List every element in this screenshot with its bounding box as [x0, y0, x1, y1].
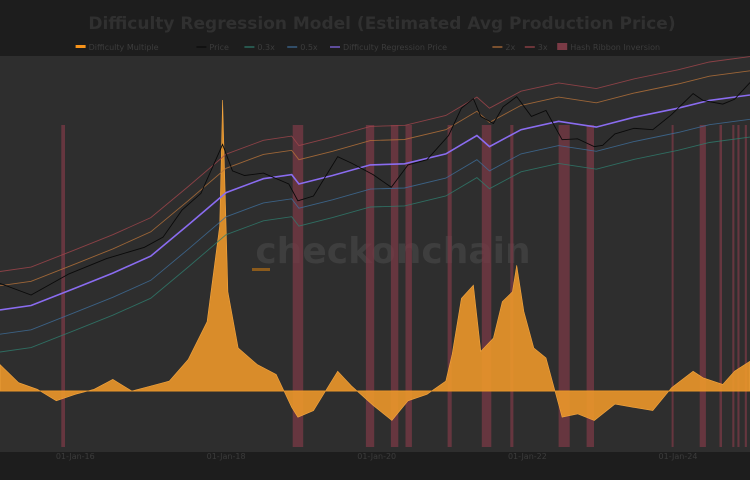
hash-ribbon-box-10 — [671, 125, 674, 447]
plot-area — [0, 56, 750, 452]
legend-item-7: Hash Ribbon Inversion — [557, 43, 660, 52]
legend-swatch — [75, 45, 86, 48]
legend-swatch — [557, 43, 568, 50]
hash-ribbon-box-15 — [744, 125, 747, 447]
hash-ribbon-box-1 — [292, 125, 304, 447]
legend-item-1: Price — [196, 43, 229, 52]
x-axis: 01-Jan-16 01-Jan-18 01-Jan-20 01-Jan-22 01-J… — [56, 452, 698, 461]
hash-ribbon-box-4 — [405, 125, 412, 447]
hash-ribbon-box-12 — [719, 125, 722, 447]
band-line-2x — [0, 70, 750, 287]
difficulty-regression-line — [0, 94, 750, 311]
x-tick-label-1: 01-Jan-18 — [207, 452, 246, 461]
hash-ribbon-box-5 — [447, 125, 452, 447]
hash-ribbon-box-3 — [390, 125, 399, 447]
legend-item-3: 0.5x — [287, 43, 318, 52]
x-tick-label-0: 01-Jan-16 — [56, 452, 95, 461]
legend-item-5: 2x — [492, 43, 515, 52]
hash-ribbon-box-13 — [732, 125, 735, 447]
hash-ribbon-box-2 — [365, 125, 375, 447]
legend-item-6: 3x — [524, 43, 548, 52]
x-tick-label-2: 01-Jan-20 — [357, 452, 396, 461]
legend-label: 0.5x — [300, 43, 318, 52]
hash-ribbon-box-6 — [481, 125, 492, 447]
hash-ribbon-box-0 — [61, 125, 65, 447]
hash-ribbon-box-9 — [586, 125, 594, 447]
legend: Difficulty Multiple Price 0.3x 0.5x Difficul… — [75, 43, 660, 52]
legend-label: Difficulty Multiple — [89, 43, 159, 52]
legend-item-2: 0.3x — [244, 43, 275, 52]
x-tick-label-4: 01-Jan-24 — [659, 452, 698, 461]
hash-ribbon-box-8 — [558, 125, 570, 447]
legend-label: 0.3x — [257, 43, 275, 52]
model-lines — [0, 56, 750, 353]
watermark-mark — [252, 268, 270, 271]
band-line-0-3x — [0, 136, 750, 353]
hash-ribbon-box-7 — [510, 125, 514, 447]
difficulty-multiple-area — [0, 99, 750, 421]
chart-title: Difficulty Regression Model (Estimated A… — [88, 14, 675, 34]
legend-label: 2x — [505, 43, 515, 52]
price-line — [0, 82, 750, 296]
x-tick-label-3: 01-Jan-22 — [508, 452, 547, 461]
legend-label: Price — [209, 43, 229, 52]
hash-ribbon-box-14 — [737, 125, 740, 447]
hash-ribbon-box-11 — [699, 125, 706, 447]
legend-label: Hash Ribbon Inversion — [570, 43, 660, 52]
band-line-0-5x — [0, 118, 750, 335]
legend-item-4: Difficulty Regression Price — [330, 43, 447, 52]
difficulty-multiple-fill — [0, 99, 750, 421]
legend-item-0: Difficulty Multiple — [75, 43, 159, 52]
hash-ribbon-boxes — [61, 125, 747, 447]
band-line-3x — [0, 56, 750, 272]
legend-label: Difficulty Regression Price — [343, 43, 447, 52]
legend-label: 3x — [538, 43, 548, 52]
